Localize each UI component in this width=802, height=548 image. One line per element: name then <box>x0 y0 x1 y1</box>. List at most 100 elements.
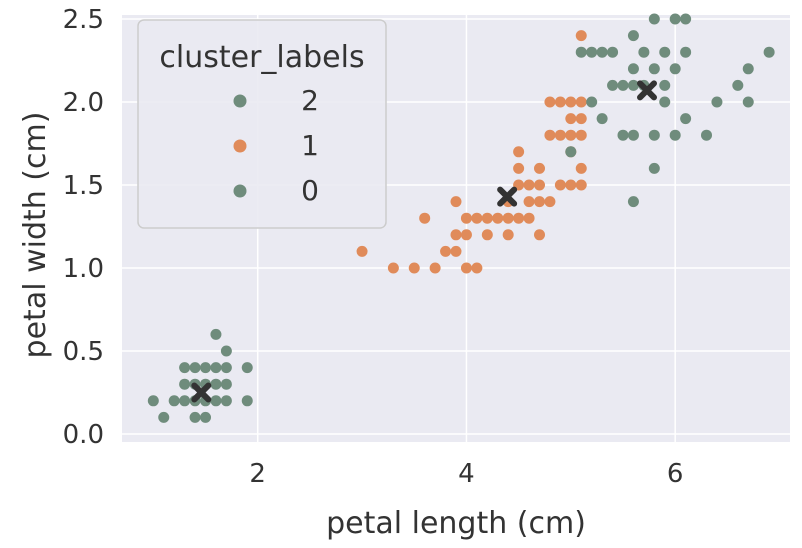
legend-marker <box>233 139 247 153</box>
data-point-cluster-1 <box>554 179 566 191</box>
data-point-cluster-2 <box>659 46 671 58</box>
data-point-cluster-0 <box>210 378 222 390</box>
centroid-marker <box>637 80 658 101</box>
data-point-cluster-2 <box>659 96 671 108</box>
y-tick-label: 0.0 <box>63 420 104 450</box>
y-tick-label: 1.5 <box>63 171 104 201</box>
data-point-cluster-2 <box>596 113 608 125</box>
data-point-cluster-0 <box>241 362 253 374</box>
data-point-cluster-1 <box>492 212 504 224</box>
data-point-cluster-0 <box>179 395 191 407</box>
data-point-cluster-1 <box>575 30 587 42</box>
data-point-cluster-2 <box>596 46 608 58</box>
x-tick-label: 2 <box>249 459 266 489</box>
data-point-cluster-1 <box>450 196 462 208</box>
data-point-cluster-2 <box>648 129 660 141</box>
data-point-cluster-1 <box>450 229 462 241</box>
data-point-cluster-2 <box>617 79 629 91</box>
data-point-cluster-0 <box>200 411 211 423</box>
data-points <box>147 13 775 423</box>
data-point-cluster-1 <box>534 162 545 174</box>
data-point-cluster-1 <box>460 229 472 241</box>
data-point-cluster-2 <box>648 162 660 174</box>
data-point-cluster-1 <box>565 96 577 108</box>
data-point-cluster-2 <box>575 46 587 58</box>
data-point-cluster-0 <box>220 345 232 357</box>
data-point-cluster-0 <box>189 362 201 374</box>
x-axis-label: petal length (cm) <box>326 506 586 541</box>
data-point-cluster-1 <box>440 245 452 257</box>
data-point-cluster-0 <box>189 411 201 423</box>
data-point-cluster-1 <box>565 179 577 191</box>
data-point-cluster-2 <box>627 79 639 91</box>
data-point-cluster-2 <box>711 96 723 108</box>
data-point-cluster-1 <box>544 196 556 208</box>
data-point-cluster-2 <box>627 129 639 141</box>
data-point-cluster-2 <box>586 96 598 108</box>
y-tick-label: 0.5 <box>63 337 104 367</box>
data-point-cluster-2 <box>627 63 639 75</box>
legend-entries: 2 1 0 <box>233 84 319 207</box>
data-point-cluster-0 <box>210 362 222 374</box>
data-point-cluster-1 <box>387 262 399 274</box>
data-point-cluster-2 <box>586 46 598 58</box>
data-point-cluster-1 <box>565 129 577 141</box>
data-point-cluster-1 <box>565 113 577 125</box>
data-point-cluster-2 <box>659 79 671 91</box>
data-point-cluster-0 <box>168 395 180 407</box>
legend-marker <box>233 94 247 108</box>
data-point-cluster-1 <box>471 262 483 274</box>
data-point-cluster-1 <box>554 96 566 108</box>
data-point-cluster-2 <box>742 63 754 75</box>
data-point-cluster-1 <box>523 196 535 208</box>
data-point-cluster-0 <box>241 395 253 407</box>
data-point-cluster-1 <box>575 179 587 191</box>
data-point-cluster-2 <box>638 46 650 58</box>
data-point-cluster-1 <box>513 162 525 174</box>
data-point-cluster-2 <box>617 129 629 141</box>
data-point-cluster-1 <box>575 129 587 141</box>
data-point-cluster-1 <box>356 245 368 257</box>
data-point-cluster-1 <box>534 179 545 191</box>
data-point-cluster-1 <box>419 212 431 224</box>
data-point-cluster-2 <box>732 79 744 91</box>
data-point-cluster-2 <box>669 129 681 141</box>
data-point-cluster-1 <box>460 262 472 274</box>
data-point-cluster-1 <box>460 212 472 224</box>
y-tick-label: 1.0 <box>63 254 104 284</box>
data-point-cluster-1 <box>481 212 493 224</box>
data-point-cluster-1 <box>544 96 556 108</box>
y-axis-label: petal width (cm) <box>18 112 53 359</box>
data-point-cluster-2 <box>627 196 639 208</box>
data-point-cluster-2 <box>742 96 754 108</box>
data-point-cluster-1 <box>408 262 420 274</box>
data-point-cluster-2 <box>669 13 681 25</box>
data-point-cluster-2 <box>669 63 681 75</box>
data-point-cluster-1 <box>513 146 525 158</box>
data-point-cluster-0 <box>220 395 232 407</box>
data-point-cluster-2 <box>680 113 692 125</box>
data-point-cluster-1 <box>513 212 525 224</box>
data-point-cluster-1 <box>502 229 514 241</box>
legend-entry-label: 1 <box>301 129 319 162</box>
data-point-cluster-2 <box>565 146 577 158</box>
data-point-cluster-1 <box>534 229 545 241</box>
legend-title: cluster_labels <box>159 40 364 75</box>
data-point-cluster-2 <box>763 46 775 58</box>
data-point-cluster-1 <box>502 212 514 224</box>
data-point-cluster-2 <box>701 129 712 141</box>
x-tick-label: 4 <box>458 459 475 489</box>
data-point-cluster-2 <box>648 13 660 25</box>
data-point-cluster-1 <box>523 212 535 224</box>
data-point-cluster-1 <box>429 262 441 274</box>
data-point-cluster-2 <box>607 46 619 58</box>
tick-labels: 2 4 6 0.0 0.5 1.0 1.5 2.0 2.5 <box>63 5 684 489</box>
data-point-cluster-0 <box>147 395 159 407</box>
x-tick-label: 6 <box>667 459 684 489</box>
data-point-cluster-2 <box>648 63 660 75</box>
data-point-cluster-0 <box>179 378 191 390</box>
data-point-cluster-0 <box>220 378 232 390</box>
data-point-cluster-0 <box>179 362 191 374</box>
data-point-cluster-1 <box>575 113 587 125</box>
